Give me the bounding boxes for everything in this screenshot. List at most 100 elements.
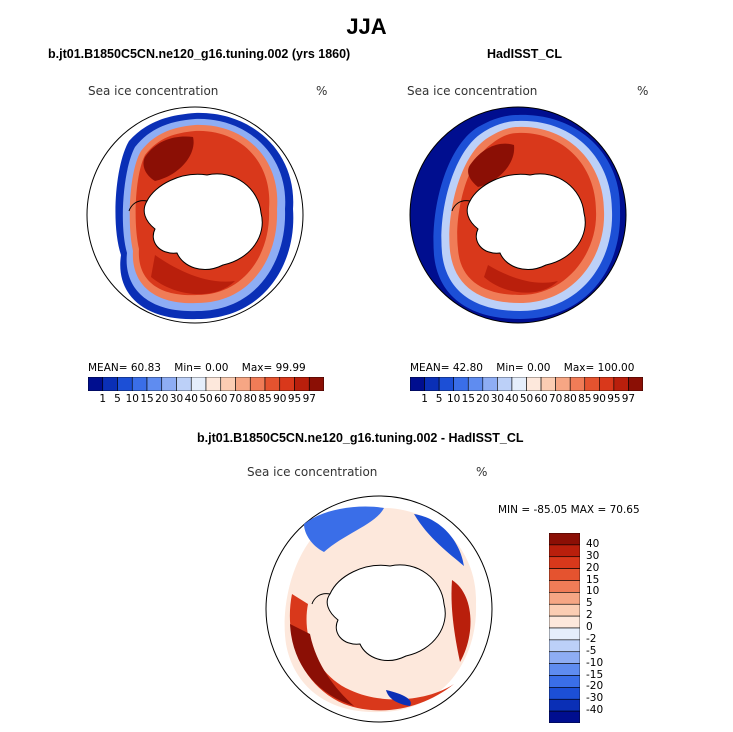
model-colorbar-ticks: 1 5 10 15 20 30 40 50 60 70 80 85 90 95 97: [88, 393, 324, 407]
obs-colorbar-swatch: [511, 377, 527, 391]
model-stats: MEAN= 60.83 Min= 0.00 Max= 99.99: [88, 362, 306, 374]
obs-units: %: [637, 84, 649, 98]
model-colorbar-swatch: [161, 377, 177, 391]
model-colorbar-swatch: [88, 377, 104, 391]
model-colorbar-tick-label: 80: [243, 393, 257, 405]
model-peninsula: [128, 200, 148, 212]
obs-ice-ross-core: [484, 265, 558, 293]
diff-colorbar-swatch: [549, 675, 580, 688]
obs-colorbar-swatch: [438, 377, 454, 391]
diff-colorbar-tick-label: -2: [586, 632, 597, 645]
diff-negative-weddell: [304, 506, 384, 552]
model-colorbar-swatch: [294, 377, 310, 391]
diff-colorbar-tick-label: 5: [586, 597, 593, 610]
diff-colorbar-swatch: [549, 568, 580, 581]
obs-colorbar-swatch: [482, 377, 498, 391]
obs-colorbar-tick-label: 70: [548, 393, 563, 405]
model-colorbar-tick-label: 20: [155, 393, 169, 405]
diff-colorbar-tick-label: -10: [586, 656, 604, 669]
model-colorbar: [88, 377, 324, 391]
obs-colorbar-swatch: [599, 377, 615, 391]
obs-colorbar-swatch: [540, 377, 556, 391]
obs-colorbar-swatch: [584, 377, 600, 391]
model-units: %: [316, 84, 328, 98]
obs-stats: MEAN= 42.80 Min= 0.00 Max= 100.00: [410, 362, 634, 374]
model-colorbar-tick-label: 97: [302, 393, 316, 405]
diff-colorbar-swatch: [549, 639, 580, 653]
model-colorbar-swatch: [308, 377, 324, 391]
model-colorbar-tick-label: 40: [184, 393, 198, 405]
diff-antarctica: [326, 564, 446, 661]
obs-colorbar-swatch: [555, 377, 571, 391]
diff-colorbar-swatch: [549, 556, 580, 569]
diff-colorbar-tick-label: 40: [586, 537, 600, 550]
model-colorbar-swatch: [249, 377, 266, 391]
model-ice-ross-core: [151, 255, 235, 295]
diff-colorbar: [549, 533, 580, 723]
model-colorbar-swatch: [190, 377, 207, 391]
model-mean-label: MEAN=: [88, 362, 128, 374]
obs-colorbar-tick-label: 40: [505, 393, 519, 405]
model-min-label: Min=: [174, 362, 202, 374]
obs-colorbar-tick-label: 85: [578, 393, 592, 405]
obs-colorbar-tick-label: 90: [592, 393, 606, 405]
obs-colorbar-tick-label: 80: [563, 393, 577, 405]
diff-colorbar-tick-label: 0: [586, 621, 593, 633]
diff-subtitle: b.jt01.B1850C5CN.ne120_g16.tuning.002 - …: [197, 431, 524, 445]
model-colorbar-tick-label: 70: [228, 393, 243, 405]
model-colorbar-swatch: [146, 377, 163, 391]
obs-min-value: 0.00: [527, 362, 551, 374]
obs-colorbar-swatch: [467, 377, 484, 391]
diff-colorbar-tick-label: -5: [586, 644, 597, 657]
diff-negative-ross: [386, 690, 411, 706]
obs-mean-value: 42.80: [452, 362, 483, 374]
figure-title: JJA: [346, 14, 387, 39]
diff-colorbar-swatch: [549, 687, 580, 700]
obs-colorbar-tick-label: 5: [435, 393, 443, 405]
obs-mean-label: MEAN=: [410, 362, 450, 374]
model-colorbar-tick-label: 1: [99, 393, 107, 405]
model-subtitle: b.jt01.B1850C5CN.ne120_g16.tuning.002 (y…: [48, 47, 351, 61]
obs-colorbar-swatch: [497, 377, 513, 391]
model-colorbar-swatch: [131, 377, 148, 391]
model-colorbar-tick-label: 90: [273, 393, 287, 405]
obs-polar-map: [409, 106, 627, 324]
diff-positive-east: [451, 580, 471, 662]
model-colorbar-tick-label: 15: [140, 393, 154, 405]
diff-colorbar-swatch: [549, 651, 580, 664]
obs-ice-weddell-core: [468, 143, 515, 187]
diff-negative-east: [414, 514, 464, 566]
obs-min-label: Min=: [496, 362, 524, 374]
model-colorbar-swatch: [205, 377, 222, 391]
obs-colorbar-tick-label: 50: [519, 393, 534, 405]
model-colorbar-tick-label: 5: [114, 393, 121, 405]
diff-colorbar-tick-label: 10: [586, 585, 600, 598]
diff-var-label: Sea ice concentration: [247, 465, 378, 479]
model-colorbar-swatch: [279, 377, 295, 391]
obs-colorbar-swatch: [569, 377, 586, 391]
obs-colorbar-swatch: [410, 377, 425, 391]
model-colorbar-swatch: [220, 377, 236, 391]
diff-colorbar-swatch: [549, 592, 580, 605]
diff-colorbar-tick-label: 30: [586, 549, 600, 562]
model-colorbar-tick-label: 95: [287, 393, 302, 405]
obs-colorbar-tick-label: 15: [461, 393, 475, 405]
diff-colorbar-ticks: 40 30 20 15 10 5 2 0 -2 -5 -10 -15 -20 -30 -40: [586, 533, 636, 723]
obs-colorbar-tick-label: 60: [534, 393, 548, 405]
obs-colorbar: [410, 377, 643, 391]
obs-max-value: 100.00: [597, 362, 635, 374]
model-colorbar-swatch: [102, 377, 118, 391]
obs-colorbar-swatch: [613, 377, 629, 391]
obs-colorbar-tick-label: 97: [621, 393, 636, 405]
obs-colorbar-swatch: [453, 377, 469, 391]
diff-colorbar-swatch: [549, 710, 580, 723]
obs-peninsula: [451, 200, 471, 212]
model-max-value: 99.99: [275, 362, 306, 374]
obs-var-label: Sea ice concentration: [407, 84, 538, 98]
obs-colorbar-tick-label: 95: [607, 393, 621, 405]
diff-colorbar-swatch: [549, 603, 580, 617]
obs-colorbar-swatch: [526, 377, 542, 391]
diff-peninsula: [311, 593, 331, 605]
diff-colorbar-tick-label: 15: [586, 573, 600, 586]
obs-colorbar-ticks: 1 5 10 15 20 30 40 50 60 70 80 85 90 95 97: [410, 393, 643, 407]
